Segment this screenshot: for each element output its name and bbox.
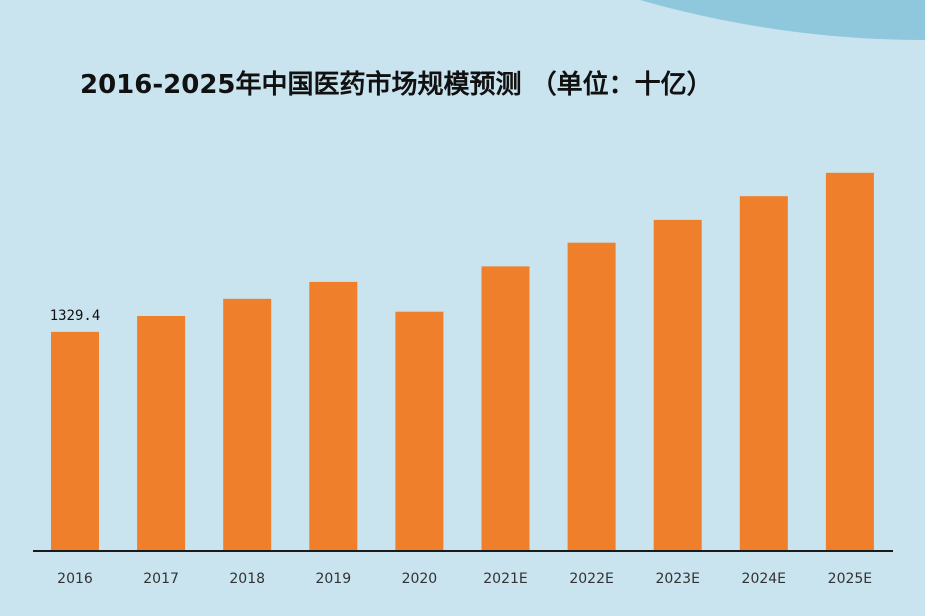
x-tick-label-2019: 2019 bbox=[315, 571, 351, 587]
bar-2022E bbox=[567, 242, 616, 551]
bar-2016 bbox=[51, 331, 99, 551]
bar-2024E bbox=[739, 196, 788, 551]
corner-accent bbox=[640, 0, 925, 40]
chart-title: 2016-2025年中国医药市场规模预测 （单位：十亿） bbox=[80, 69, 713, 100]
bar-2025E bbox=[825, 172, 874, 552]
bar-2021E bbox=[481, 266, 530, 551]
bar-2023E bbox=[653, 219, 702, 551]
x-tick-label-2022E: 2022E bbox=[569, 571, 613, 587]
x-tick-labels: 2016 2017 2018 2019 2020 2021E 2022E 2023E 2024E… bbox=[57, 571, 872, 587]
x-tick-label-2021E: 2021E bbox=[483, 571, 527, 587]
x-tick-label-2017: 2017 bbox=[143, 571, 179, 587]
x-tick-label-2018: 2018 bbox=[229, 571, 265, 587]
bar-2020 bbox=[395, 311, 444, 551]
x-tick-label-2020: 2020 bbox=[402, 571, 438, 587]
data-label-2016: 1329.4 bbox=[50, 308, 101, 324]
bar-2018 bbox=[223, 298, 272, 551]
x-tick-label-2023E: 2023E bbox=[655, 571, 699, 587]
x-tick-label-2024E: 2024E bbox=[742, 571, 786, 587]
x-tick-label-2025E: 2025E bbox=[828, 571, 872, 587]
bar-2017 bbox=[137, 316, 186, 551]
bars-layer bbox=[51, 172, 874, 552]
data-labels: 1329.4 bbox=[50, 308, 101, 324]
x-tick-label-2016: 2016 bbox=[57, 571, 93, 587]
bar-2019 bbox=[309, 281, 358, 551]
